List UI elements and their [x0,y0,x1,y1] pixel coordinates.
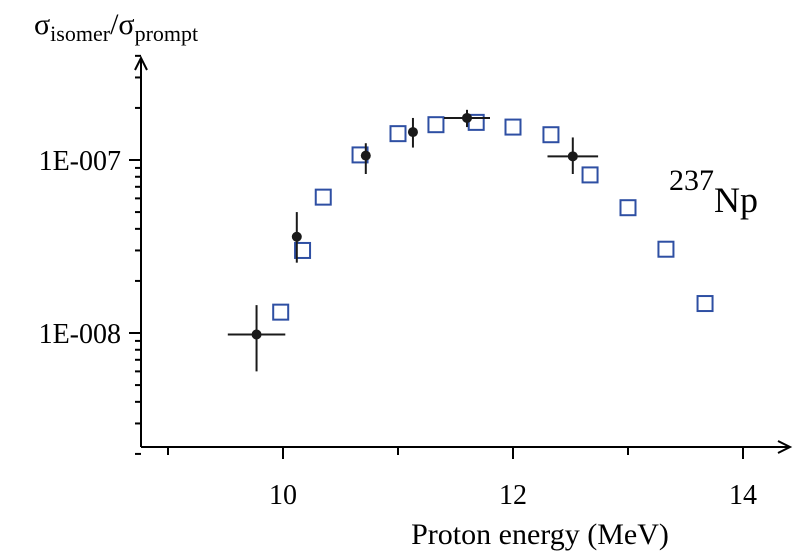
data-point-square [504,118,522,136]
axes [134,55,793,454]
data-point-square [542,126,560,144]
data-point-circle [291,231,302,242]
data-point-square [314,188,332,206]
x-tick-label: 10 [269,480,297,511]
y-axis-title: σisomer/σprompt [34,8,198,46]
y-axis-arrow [134,55,148,71]
data-point-square [294,241,312,259]
isotope-mass-number: 237 [669,164,714,197]
y-axis-title-base-2: σ [118,8,134,41]
isotope-annotation: 237Np [669,164,758,220]
y-tick-label: 1E-007 [39,146,121,177]
tick-labels: 10 12 14 1E-008 1E-007 [39,146,757,511]
isotope-symbol: Np [714,180,758,220]
data-point-circle [462,112,472,123]
y-axis-title-den-sub: prompt [135,21,199,46]
data-point-circle [251,329,262,340]
x-axis-title: Proton energy (MeV) [411,518,669,551]
y-axis-title-num-sub: isomer [50,21,111,46]
y-axis-title-base: σ [34,8,50,41]
data-point-circle [360,150,371,161]
data-point-square [389,125,407,143]
series-squares [272,113,714,321]
data-point-square [619,199,637,217]
x-tick-label: 14 [729,480,757,511]
ticks [129,54,744,459]
series-circles [227,109,599,372]
data-point-square [427,116,445,134]
y-axis-title-slash: / [110,8,119,41]
y-tick-label: 1E-008 [39,319,121,350]
x-axis-arrow [777,440,793,454]
data-point-circle [407,127,418,138]
data-point-circle [567,151,578,162]
data-point-square [696,295,714,313]
data-point-square [657,240,675,258]
data-point-square [581,166,599,184]
data-point-square [272,303,290,321]
x-tick-label: 12 [499,480,527,511]
